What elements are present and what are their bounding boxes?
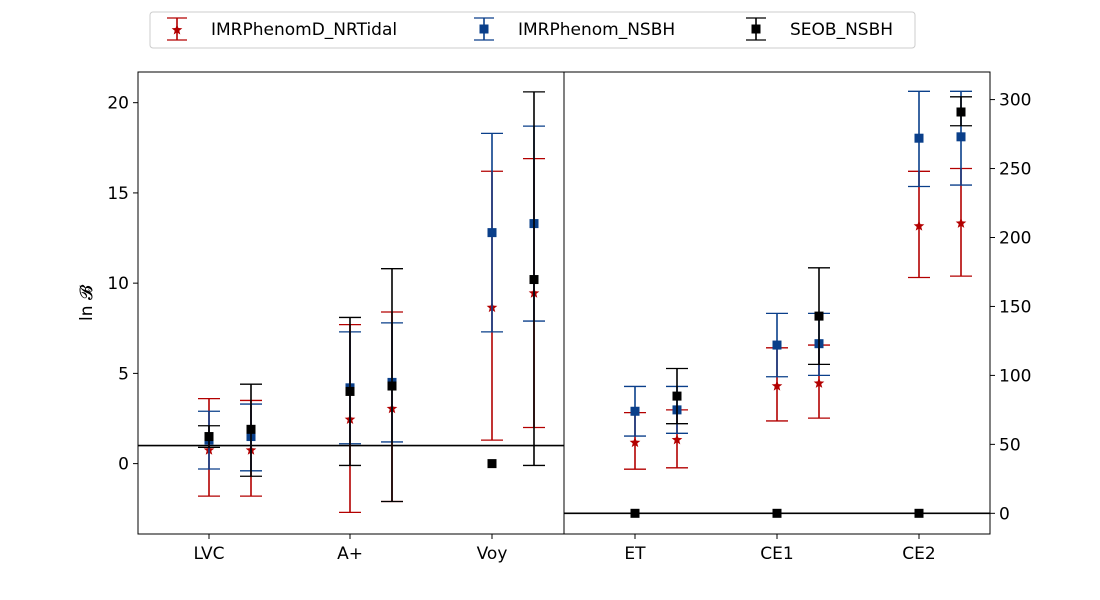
panel-left: 0 5 10 15 20 LVC A+ Voy [107,71,565,564]
marker [487,459,497,469]
axes-frame [137,71,565,535]
data-point [950,96,972,127]
data-point [381,268,403,503]
marker [772,508,782,518]
y-tick-label: 150 [999,297,1031,317]
marker [246,424,256,434]
data-point [487,459,497,469]
data-point [908,170,930,279]
legend-label: SEOB_NSBH [790,20,893,40]
marker [487,228,497,238]
y-tick-label: 200 [999,228,1031,248]
data-point [624,385,646,437]
y-tick-label: 10 [107,274,129,294]
marker [671,434,683,445]
data-point [772,508,782,518]
y-tick-label: 0 [118,455,129,475]
panel-right: 0 50 100 150 200 250 300 ET CE1 CE2 [563,71,1031,564]
data-point [198,425,220,449]
x-tick-label: Voy [477,544,508,564]
series-SEOB_NSBH [198,91,545,503]
marker [345,386,355,396]
marker [387,381,397,391]
x-tick-label: CE2 [902,544,935,564]
series-IMRPhenom_NSBH [624,90,972,437]
marker [813,377,825,388]
legend-marker [751,24,761,34]
marker [914,508,924,518]
data-point [481,132,503,333]
y-tick-label: 0 [999,504,1010,524]
plot-area: 0 5 10 15 20 LVC A+ Voy 0 50 100 150 200 250 300 ET CE1 C… [107,71,1031,564]
marker [630,406,640,416]
x-tick-label: ET [624,544,646,564]
marker [204,432,214,442]
marker [672,391,682,401]
y-tick-label: 20 [107,94,129,114]
marker [772,340,782,350]
y-tick-label: 5 [118,364,129,384]
data-point [766,312,788,378]
y-tick-label: 300 [999,91,1031,111]
marker [955,217,967,228]
marker [913,220,925,231]
legend-label: IMRPhenom_NSBH [518,20,675,40]
y-tick-label: 100 [999,366,1031,386]
marker [630,508,640,518]
y-tick-label: 15 [107,184,129,204]
data-point [666,367,688,425]
legend-marker [479,24,489,34]
x-tick-label: A+ [337,544,363,564]
legend: IMRPhenomD_NRTidal IMRPhenom_NSBH SEOB_NSB… [149,11,916,49]
x-tick-label: LVC [193,544,224,564]
marker [956,107,966,117]
series-IMRPhenom_NSBH [198,125,545,472]
legend-entry: IMRPhenom_NSBH [474,17,675,41]
data-point [523,91,545,467]
legend-entry: IMRPhenomD_NRTidal [167,17,397,41]
data-point [914,508,924,518]
data-point [908,90,930,188]
marker [914,133,924,143]
marker [629,437,641,448]
data-point [808,267,830,366]
axes-frame [563,71,991,535]
y-tick-label: 250 [999,160,1031,180]
y-tick-label: 50 [999,435,1021,455]
marker [814,311,824,321]
legend-label: IMRPhenomD_NRTidal [211,20,397,40]
legend-entry: SEOB_NSBH [746,17,893,41]
marker [529,275,539,285]
data-point [240,383,262,477]
marker [771,380,783,391]
data-point [339,316,361,467]
legend-marker [171,24,183,35]
series-SEOB_NSBH [630,96,972,518]
data-point [630,508,640,518]
legend-frame [149,11,916,49]
marker [956,132,966,142]
x-tick-label: CE1 [760,544,793,564]
y-axis-label: ln 𝓑 [77,284,97,321]
